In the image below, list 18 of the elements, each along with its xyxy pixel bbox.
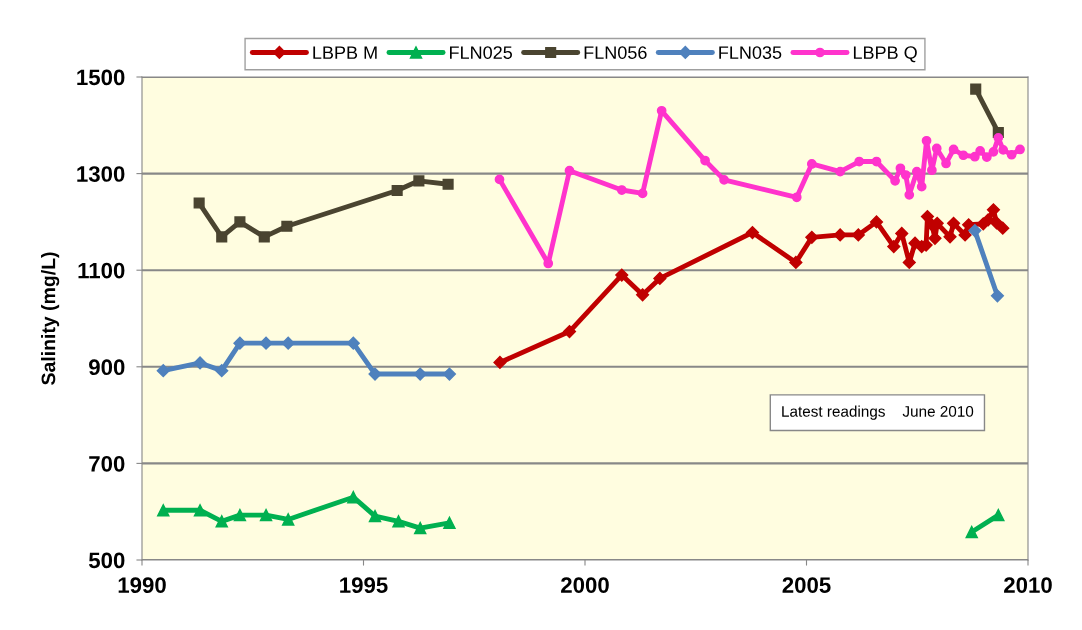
legend-label: LBPB Q — [853, 46, 917, 63]
x-tick-label: 2000 — [561, 577, 609, 593]
x-tick-label: 2010 — [1004, 577, 1052, 593]
y-tick-label: 700 — [89, 455, 125, 472]
y-axis-title: Salinity (mg/L) — [41, 252, 60, 385]
x-tick-label: 2005 — [782, 577, 831, 593]
legend-label: FLN056 — [584, 46, 647, 59]
legend-label: LBPB M — [313, 46, 377, 59]
legend-label: FLN025 — [450, 46, 513, 59]
y-tick-label: 1500 — [77, 69, 125, 86]
x-tick-label: 1995 — [340, 577, 388, 593]
y-tick-label: 1300 — [77, 166, 125, 182]
x-tick-label: 1990 — [118, 577, 166, 593]
y-tick-label: 900 — [89, 359, 125, 376]
legend-label: FLN035 — [719, 46, 782, 59]
y-tick-label: 1100 — [78, 262, 125, 279]
annotation: Latest readings June 2010 — [782, 405, 974, 420]
y-tick-label: 500 — [88, 552, 125, 569]
